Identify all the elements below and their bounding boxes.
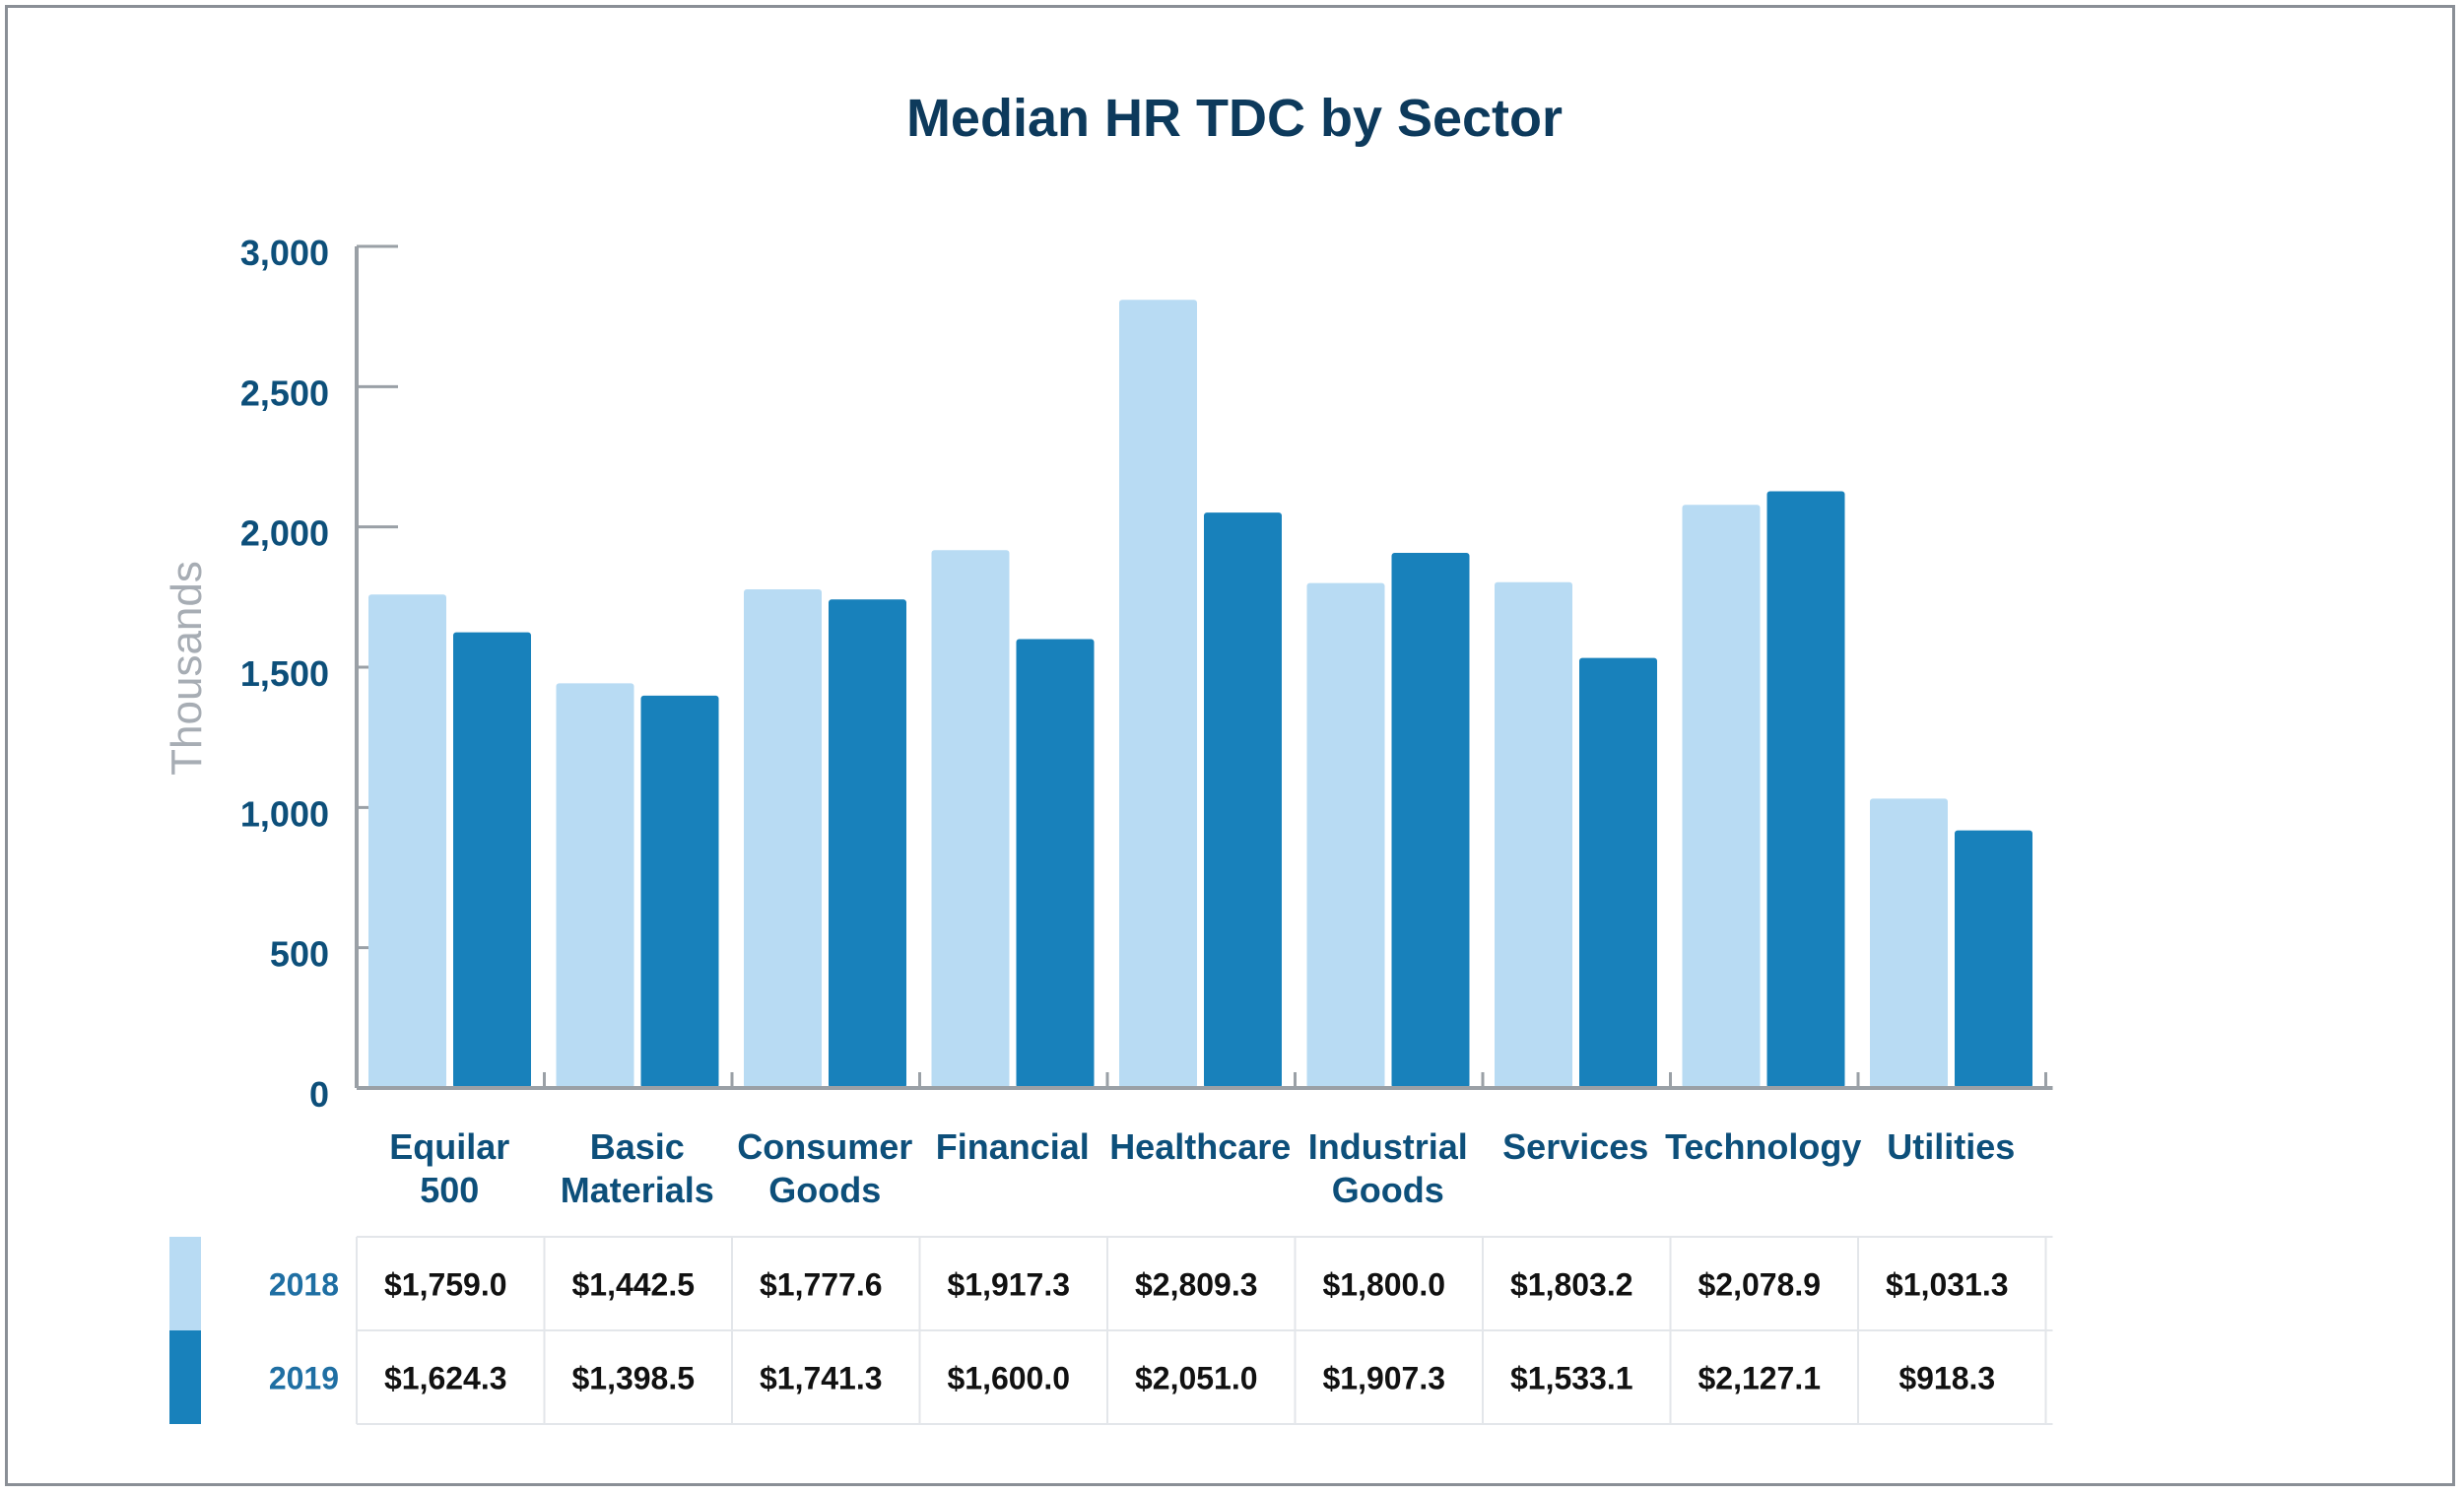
bar-2019	[1391, 553, 1470, 1088]
row-label-2018: 2018	[269, 1267, 339, 1303]
bar-2018	[931, 550, 1010, 1088]
bar-2018	[368, 594, 446, 1088]
bar-2019	[453, 632, 531, 1088]
chart-title: Median HR TDC by Sector	[906, 89, 1563, 148]
table-cell-2019: $1,741.3	[760, 1361, 883, 1396]
bar-2018	[1682, 505, 1761, 1088]
legend-swatch-2019	[169, 1330, 201, 1424]
data-table: 2018 2019 $1,759.0 $1,442.5 $1,777.6 $1,917.3…	[169, 1236, 2053, 1425]
y-tick-label: 0	[309, 1074, 329, 1115]
table-cell-2019: $1,624.3	[384, 1361, 507, 1396]
table-cell-2019: $1,907.3	[1322, 1361, 1445, 1396]
bar-2018	[1870, 798, 1948, 1088]
y-tick-label: 3,000	[240, 233, 329, 273]
y-tick-label: 1,000	[240, 793, 329, 834]
bar-2019	[640, 695, 719, 1088]
table-cell-2018: $1,777.6	[760, 1267, 883, 1303]
bar-2019	[829, 599, 906, 1088]
row-label-2019: 2019	[269, 1361, 339, 1396]
table-cell-2019: $1,533.1	[1510, 1361, 1633, 1396]
table-cell-2018: $1,917.3	[947, 1267, 1070, 1303]
table-cell-2019: $918.3	[1898, 1361, 1995, 1396]
y-axis-label: Thousands	[163, 561, 211, 776]
y-tick-label: 2,000	[240, 513, 329, 554]
table-cell-2018: $1,031.3	[1886, 1267, 2009, 1303]
category-label: Basic Materials	[561, 1126, 714, 1210]
y-tick-label: 2,500	[240, 373, 329, 413]
category-label: Healthcare	[1109, 1126, 1291, 1167]
category-label: Technology	[1665, 1126, 1861, 1167]
category-label: Consumer Goods	[737, 1126, 912, 1210]
y-tick-label: 500	[270, 934, 329, 975]
category-label: Equilar 500	[389, 1126, 509, 1210]
table-cell-2018: $2,078.9	[1698, 1267, 1821, 1303]
bar-2018	[1306, 582, 1385, 1088]
table-cell-2019: $2,051.0	[1135, 1361, 1258, 1396]
category-label: Industrial Goods	[1308, 1126, 1468, 1210]
legend-swatch-2018	[169, 1237, 201, 1330]
bar-2018	[556, 683, 634, 1088]
table-cell-2018: $1,442.5	[571, 1267, 695, 1303]
bar-2018	[744, 588, 822, 1088]
table-cell-2018: $1,759.0	[384, 1267, 507, 1303]
y-axis-ticks: 0 500 1,000 1,500 2,000 2,500 3,000	[240, 233, 398, 1115]
table-cell-2019: $1,600.0	[947, 1361, 1070, 1396]
category-label: Services	[1502, 1126, 1648, 1167]
bar-2018	[1119, 300, 1197, 1089]
bar-2019	[1016, 639, 1095, 1088]
category-labels: Equilar 500 Basic Materials Consumer Goods Fin…	[389, 1126, 2015, 1210]
category-label: Financial	[936, 1126, 1090, 1167]
bar-2019	[1204, 512, 1282, 1088]
bar-2019	[1579, 657, 1657, 1088]
bar-2019	[1955, 830, 2032, 1088]
y-tick-label: 1,500	[240, 653, 329, 694]
table-cell-2019: $2,127.1	[1698, 1361, 1821, 1396]
table-cell-2018: $1,800.0	[1322, 1267, 1445, 1303]
bar-2018	[1495, 581, 1572, 1088]
table-cell-2018: $2,809.3	[1135, 1267, 1258, 1303]
axes	[355, 246, 2053, 1090]
category-label: Utilities	[1887, 1126, 2015, 1167]
table-cell-2019: $1,398.5	[571, 1361, 695, 1396]
bars	[368, 300, 2032, 1089]
table-cell-2018: $1,803.2	[1510, 1267, 1633, 1303]
bar-2019	[1766, 491, 1845, 1088]
